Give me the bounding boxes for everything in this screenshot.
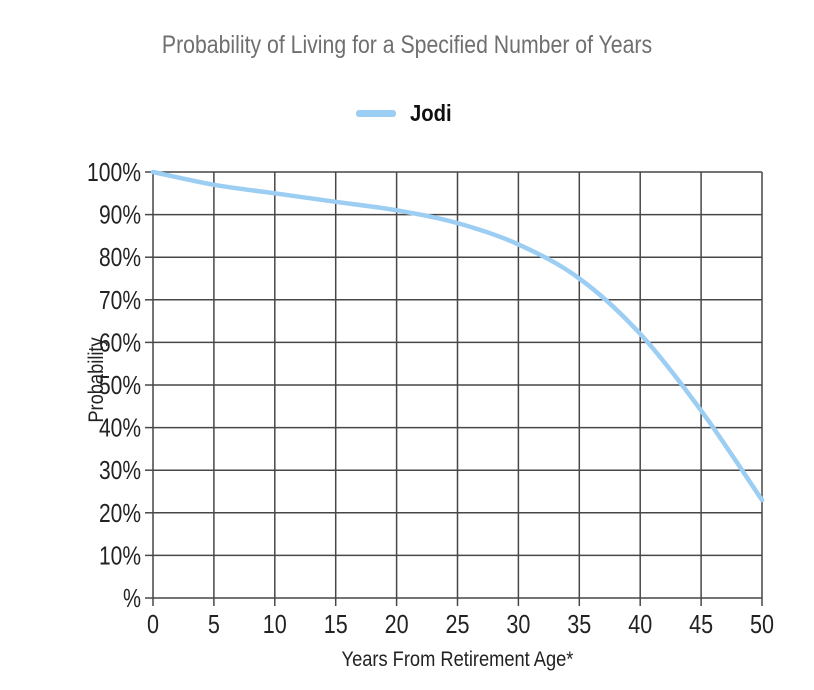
legend-label: Jodi — [410, 99, 452, 126]
y-tick-label: 10% — [99, 540, 141, 570]
x-tick-label: 10 — [263, 609, 287, 639]
x-axis-title: Years From Retirement Age* — [341, 648, 574, 671]
x-tick-label: 5 — [208, 609, 220, 639]
y-tick-label: 60% — [99, 327, 141, 357]
x-tick-label: 45 — [689, 609, 713, 639]
chart-title: Probability of Living for a Specified Nu… — [161, 31, 653, 59]
series-line-jodi — [150, 169, 765, 503]
x-tick-label: 40 — [628, 609, 652, 639]
y-tick-label: 70% — [99, 285, 141, 315]
x-tick-label: 50 — [750, 609, 774, 639]
x-tick-label: 20 — [385, 609, 409, 639]
y-tick-label: 20% — [99, 498, 141, 528]
legend-line-swatch — [356, 109, 397, 117]
x-tick-label: 25 — [446, 609, 470, 639]
legend: Jodi — [0, 99, 814, 126]
y-tick-label: 90% — [99, 200, 141, 230]
y-tick-label: 40% — [99, 413, 141, 443]
y-tick-label: % — [123, 583, 141, 613]
x-tick-label: 35 — [567, 609, 591, 639]
y-tick-label: 50% — [99, 370, 141, 400]
x-tick-label: 0 — [147, 609, 159, 639]
y-tick-label: 100% — [87, 157, 141, 187]
y-tick-label: 80% — [99, 242, 141, 272]
x-tick-label: 30 — [506, 609, 530, 639]
y-tick-label: 30% — [99, 455, 141, 485]
x-tick-label: 15 — [324, 609, 348, 639]
